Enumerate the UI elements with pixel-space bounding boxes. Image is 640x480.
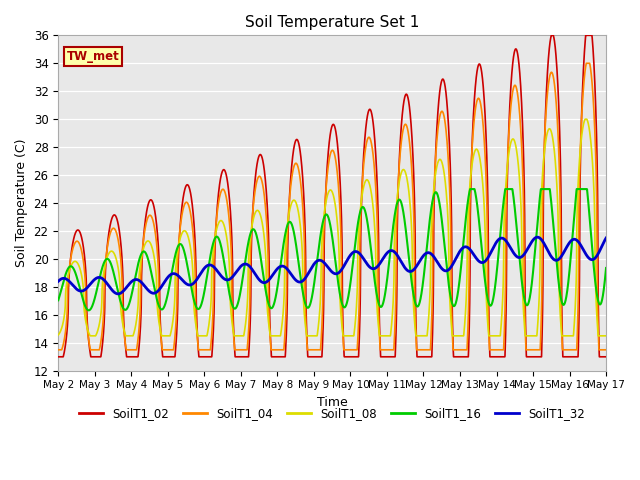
Title: Soil Temperature Set 1: Soil Temperature Set 1: [245, 15, 419, 30]
SoilT1_04: [207, 338, 215, 344]
SoilT1_02: [172, 346, 179, 352]
SoilT1_32: [602, 235, 610, 241]
SoilT1_02: [386, 354, 394, 360]
SoilT1_16: [602, 267, 610, 273]
SoilT1_04: [602, 347, 610, 353]
SoilT1_16: [54, 298, 62, 303]
SoilT1_04: [172, 325, 179, 331]
SoilT1_32: [54, 278, 62, 284]
SoilT1_32: [396, 255, 403, 261]
Line: SoilT1_04: SoilT1_04: [58, 63, 606, 350]
SoilT1_08: [602, 333, 610, 339]
SoilT1_08: [550, 146, 558, 152]
SoilT1_02: [548, 33, 556, 38]
SoilT1_04: [54, 347, 62, 353]
SoilT1_02: [550, 36, 558, 42]
Line: SoilT1_32: SoilT1_32: [58, 237, 606, 294]
Y-axis label: Soil Temperature (C): Soil Temperature (C): [15, 139, 28, 267]
SoilT1_08: [386, 333, 394, 339]
SoilT1_32: [386, 248, 394, 254]
SoilT1_16: [207, 248, 215, 254]
SoilT1_04: [396, 166, 403, 171]
SoilT1_02: [396, 163, 403, 168]
SoilT1_16: [85, 308, 93, 313]
SoilT1_16: [396, 197, 403, 203]
X-axis label: Time: Time: [317, 396, 348, 409]
SoilT1_08: [172, 265, 180, 271]
SoilT1_08: [581, 116, 589, 122]
Text: TW_met: TW_met: [67, 50, 119, 63]
SoilT1_16: [467, 186, 474, 192]
SoilT1_02: [602, 354, 610, 360]
SoilT1_02: [602, 354, 609, 360]
SoilT1_04: [582, 60, 590, 66]
SoilT1_32: [207, 263, 215, 268]
SoilT1_32: [602, 235, 610, 241]
SoilT1_08: [207, 289, 215, 295]
SoilT1_02: [207, 354, 215, 360]
SoilT1_08: [86, 333, 94, 339]
SoilT1_16: [602, 265, 610, 271]
SoilT1_32: [115, 291, 122, 297]
SoilT1_04: [602, 347, 609, 353]
SoilT1_04: [550, 78, 558, 84]
Legend: SoilT1_02, SoilT1_04, SoilT1_08, SoilT1_16, SoilT1_32: SoilT1_02, SoilT1_04, SoilT1_08, SoilT1_…: [75, 403, 589, 425]
SoilT1_32: [172, 271, 180, 277]
SoilT1_08: [602, 333, 610, 339]
SoilT1_16: [172, 250, 180, 256]
SoilT1_08: [54, 332, 62, 338]
SoilT1_08: [396, 179, 403, 185]
Line: SoilT1_08: SoilT1_08: [58, 119, 606, 336]
Line: SoilT1_02: SoilT1_02: [58, 36, 606, 357]
SoilT1_04: [386, 347, 394, 353]
SoilT1_32: [550, 257, 558, 263]
SoilT1_16: [550, 233, 558, 239]
SoilT1_32: [534, 234, 541, 240]
Line: SoilT1_16: SoilT1_16: [58, 189, 606, 311]
SoilT1_16: [386, 255, 394, 261]
SoilT1_02: [54, 354, 62, 360]
